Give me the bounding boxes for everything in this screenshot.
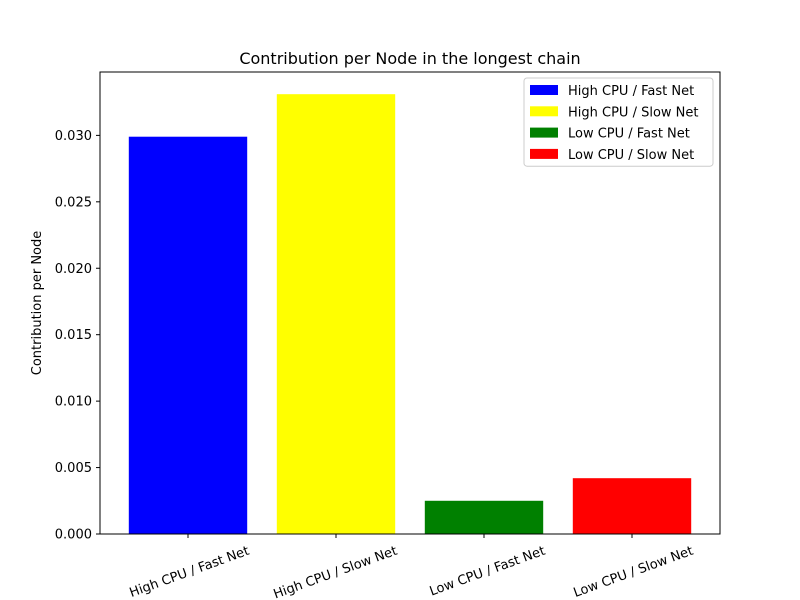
x-tick-label: High CPU / Slow Net xyxy=(272,544,400,600)
y-axis-label: Contribution per Node xyxy=(30,231,45,376)
x-tick-label: High CPU / Fast Net xyxy=(128,544,252,600)
legend: High CPU / Fast Net High CPU / Slow Net Lo… xyxy=(523,77,714,167)
x-tick-label: Low CPU / Slow Net xyxy=(572,544,696,600)
legend-label: Low CPU / Slow Net xyxy=(568,148,694,163)
bar-2 xyxy=(276,94,396,534)
bar-1 xyxy=(128,136,248,534)
y-axis-ticks: 0.000 0.005 0.010 0.015 0.020 0.025 0.030 xyxy=(55,129,100,543)
legend-swatch-2 xyxy=(530,106,558,117)
y-tick-label: 0.015 xyxy=(55,328,92,343)
y-tick-label: 0.010 xyxy=(55,395,92,410)
bars-group xyxy=(128,94,692,534)
x-axis-ticks: High CPU / Fast Net High CPU / Slow Net Lo… xyxy=(128,534,696,600)
legend-swatch-4 xyxy=(530,148,558,159)
legend-label: High CPU / Fast Net xyxy=(568,84,694,99)
legend-label: High CPU / Slow Net xyxy=(568,105,699,120)
y-tick-label: 0.030 xyxy=(55,129,92,144)
y-tick-label: 0.000 xyxy=(55,528,92,543)
legend-swatch-1 xyxy=(530,85,558,95)
legend-swatch-3 xyxy=(530,127,558,138)
legend-label: Low CPU / Fast Net xyxy=(568,127,690,142)
x-tick-label: Low CPU / Fast Net xyxy=(428,544,548,600)
plot-frame xyxy=(99,71,721,535)
bar-4 xyxy=(572,478,692,534)
y-tick-label: 0.005 xyxy=(55,461,92,476)
chart-title: Contribution per Node in the longest cha… xyxy=(239,49,580,68)
y-tick-label: 0.020 xyxy=(55,262,92,277)
y-tick-label: 0.025 xyxy=(55,195,92,210)
legend-frame xyxy=(523,77,714,167)
bar-3 xyxy=(424,500,544,534)
